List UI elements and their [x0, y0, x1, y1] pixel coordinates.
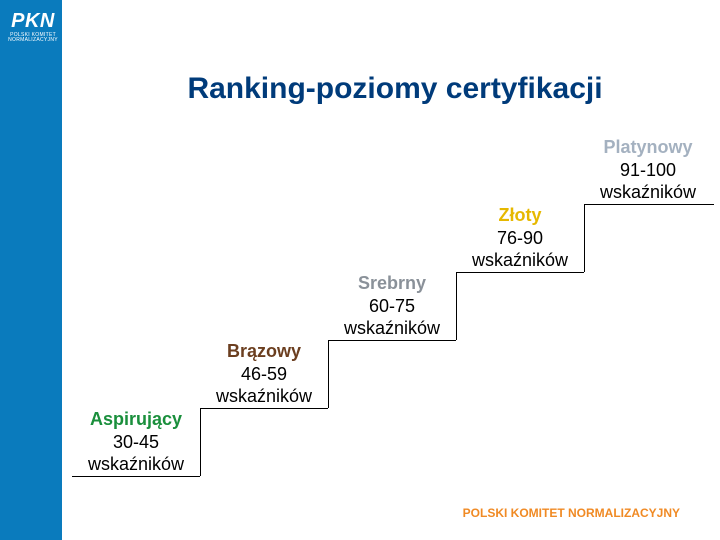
step-unit: wskaźników	[328, 317, 456, 340]
stair-h-0	[584, 204, 714, 205]
stair-v-2	[328, 340, 329, 408]
slide-page: PKN POLSKI KOMITET NORMALIZACYJNY Rankin…	[0, 0, 720, 540]
step-aspiring: Aspirujący 30-45 wskaźników	[72, 408, 200, 476]
stair-h-1	[456, 272, 584, 273]
stair-h-2	[328, 340, 456, 341]
stair-h-4	[72, 476, 200, 477]
logo-main-text: PKN	[11, 11, 55, 31]
step-range: 30-45	[72, 431, 200, 454]
footer-text: POLSKI KOMITET NORMALIZACYJNY	[463, 506, 680, 520]
step-range: 46-59	[200, 363, 328, 386]
stair-v-3	[200, 408, 201, 476]
step-silver: Srebrny 60-75 wskaźników	[328, 272, 456, 340]
step-gold: Złoty 76-90 wskaźników	[456, 204, 584, 272]
stair-h-3	[200, 408, 328, 409]
certification-stairs: Platynowy 91-100 wskaźników Złoty 76-90 …	[72, 130, 712, 490]
step-unit: wskaźników	[584, 181, 712, 204]
step-range: 76-90	[456, 227, 584, 250]
logo-sub-text: POLSKI KOMITET NORMALIZACYJNY	[4, 33, 62, 44]
left-sidebar: PKN POLSKI KOMITET NORMALIZACYJNY	[0, 0, 62, 540]
step-name: Brązowy	[200, 340, 328, 363]
step-unit: wskaźników	[72, 453, 200, 476]
step-unit: wskaźników	[200, 385, 328, 408]
step-name: Srebrny	[328, 272, 456, 295]
step-bronze: Brązowy 46-59 wskaźników	[200, 340, 328, 408]
step-unit: wskaźników	[456, 249, 584, 272]
stair-v-1	[456, 272, 457, 340]
step-name: Złoty	[456, 204, 584, 227]
step-range: 60-75	[328, 295, 456, 318]
step-name: Aspirujący	[72, 408, 200, 431]
step-range: 91-100	[584, 159, 712, 182]
stair-v-0	[584, 204, 585, 272]
step-name: Platynowy	[584, 136, 712, 159]
pkn-logo: PKN POLSKI KOMITET NORMALIZACYJNY	[4, 6, 62, 48]
step-platinum: Platynowy 91-100 wskaźników	[584, 136, 712, 204]
slide-title: Ranking-poziomy certyfikacji	[90, 72, 700, 106]
